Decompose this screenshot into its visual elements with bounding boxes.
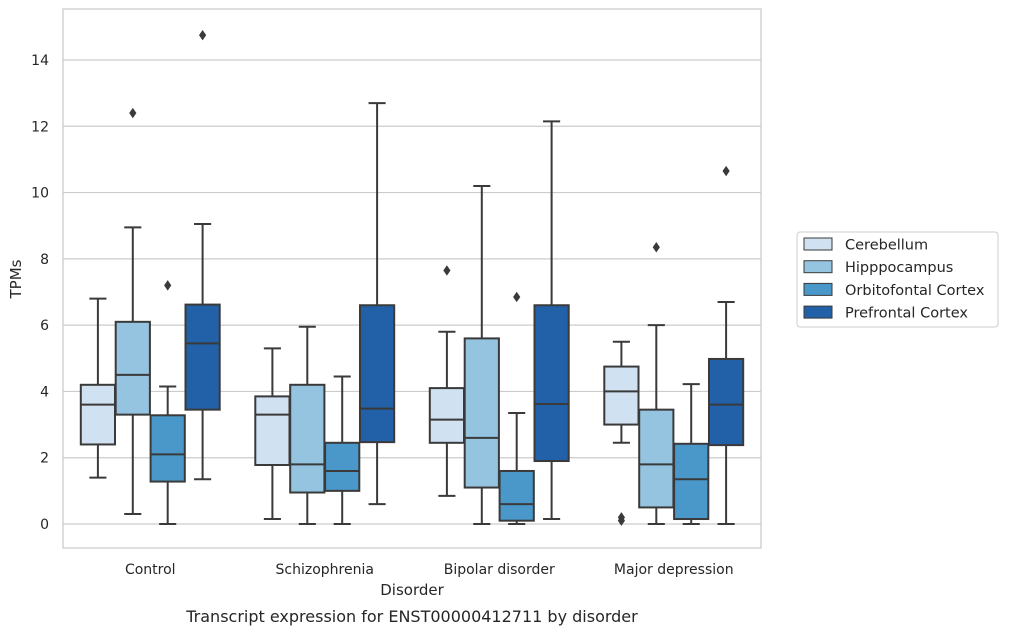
outlier-point [129, 107, 137, 119]
legend-swatch [803, 237, 833, 251]
box-group [79, 297, 117, 479]
box-group [114, 107, 151, 516]
box [707, 357, 745, 447]
outlier-point [722, 165, 730, 177]
y-tick-label: 8 [40, 252, 49, 268]
boxes [79, 29, 745, 526]
y-tick-label: 12 [31, 119, 49, 135]
box-group [498, 291, 535, 525]
box [638, 408, 675, 509]
x-tick-labels: Control Schizophrenia Bipolar disorder Majo… [125, 562, 734, 578]
outlier-point [443, 265, 451, 276]
box [79, 383, 117, 446]
box-group [707, 165, 745, 525]
box [603, 365, 640, 426]
box [533, 304, 570, 463]
legend-swatch [803, 282, 833, 296]
legend-frame [796, 231, 999, 328]
x-axis-label: Disorder [380, 581, 444, 599]
box [428, 387, 466, 444]
x-tick-label: Control [125, 562, 176, 578]
outlier-point [617, 515, 625, 526]
box [289, 383, 326, 494]
y-tick-label: 0 [40, 517, 49, 533]
x-tick-label: Major depression [614, 562, 734, 578]
legend-swatch [803, 305, 833, 319]
outlier-point [513, 291, 521, 303]
legend-label: Orbitofontal Cortex [845, 283, 985, 299]
outlier-point [164, 280, 172, 291]
box-group [149, 280, 186, 525]
box-group [184, 29, 221, 481]
box [358, 304, 396, 444]
box-group [463, 184, 500, 525]
box [254, 395, 291, 467]
box-group [324, 375, 361, 525]
box [184, 303, 221, 411]
outlier-point [199, 29, 207, 41]
box [149, 414, 186, 483]
box [114, 320, 151, 416]
plot-area-frame [62, 8, 762, 549]
box-group [638, 242, 675, 525]
x-tick-label: Bipolar disorder [444, 562, 555, 578]
box-group [254, 347, 291, 521]
box-group [673, 383, 710, 525]
y-tick-labels: 0 2 4 6 8 10 12 14 [31, 53, 49, 533]
box-group [358, 102, 396, 506]
outlier-point [652, 242, 660, 253]
box-group [428, 265, 466, 497]
legend-label: Prefrontal Cortex [845, 306, 968, 322]
box [498, 469, 535, 522]
y-tick-label: 14 [31, 53, 49, 69]
x-tick-label: Schizophrenia [276, 562, 374, 578]
y-tick-label: 4 [40, 384, 49, 400]
y-tick-label: 6 [40, 318, 49, 334]
box [673, 442, 710, 521]
box-group [533, 120, 570, 521]
legend-swatch [803, 260, 833, 274]
box [324, 441, 361, 492]
legend: Cerebellum Hipppocampus Orbitofontal Corte… [796, 231, 999, 328]
chart-caption: Transcript expression for ENST0000041271… [185, 607, 638, 626]
y-tick-label: 2 [40, 451, 49, 467]
y-tick-label: 10 [31, 186, 49, 202]
box [463, 337, 500, 489]
box-group [603, 340, 640, 526]
box-group [289, 325, 326, 525]
legend-label: Cerebellum [845, 238, 928, 254]
y-axis-label: TPMs [7, 259, 25, 299]
legend-label: Hipppocampus [845, 260, 953, 276]
